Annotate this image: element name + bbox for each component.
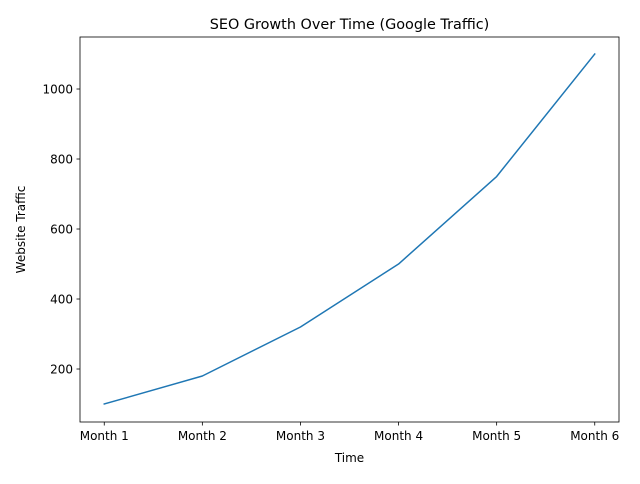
y-tick-label: 600 [50,223,73,237]
x-tick-label: Month 1 [80,429,129,443]
x-tick-label: Month 2 [178,429,227,443]
x-tick-label: Month 5 [472,429,521,443]
y-tick-label: 400 [50,293,73,307]
y-tick-label: 800 [50,153,73,167]
y-tick-label: 1000 [42,83,73,97]
x-tick-label: Month 3 [276,429,325,443]
chart-title: SEO Growth Over Time (Google Traffic) [210,17,490,33]
y-tick-label: 200 [50,363,73,377]
y-axis-label: Website Traffic [14,186,28,274]
x-tick-label: Month 4 [374,429,423,443]
x-axis-label: Time [334,451,364,465]
x-tick-label: Month 6 [570,429,619,443]
